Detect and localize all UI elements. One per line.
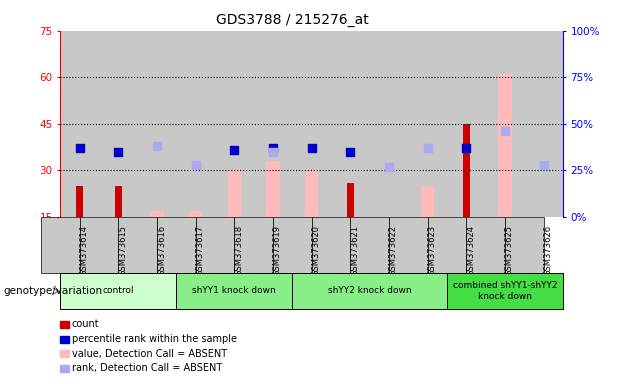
FancyBboxPatch shape (273, 217, 312, 273)
Text: GSM373617: GSM373617 (196, 225, 205, 276)
FancyBboxPatch shape (41, 217, 80, 273)
Text: rank, Detection Call = ABSENT: rank, Detection Call = ABSENT (72, 363, 222, 373)
Text: shYY2 knock down: shYY2 knock down (328, 286, 411, 295)
Bar (228, 170, 241, 217)
Bar (537, 217, 550, 220)
Text: GSM373614: GSM373614 (80, 225, 89, 276)
Text: combined shYY1-shYY2
knock down: combined shYY1-shYY2 knock down (453, 281, 557, 301)
Bar (462, 124, 470, 217)
Bar (138, 31, 176, 217)
Text: GSM373619: GSM373619 (273, 225, 282, 276)
Text: count: count (72, 319, 99, 329)
FancyBboxPatch shape (118, 217, 157, 273)
Text: shYY1 knock down: shYY1 knock down (193, 286, 276, 295)
Bar (447, 31, 485, 217)
Point (113, 149, 123, 155)
Bar (189, 211, 202, 217)
Text: GSM373620: GSM373620 (312, 225, 321, 276)
Bar (485, 31, 524, 217)
Bar (382, 217, 396, 220)
Bar (60, 31, 99, 217)
Point (384, 164, 394, 170)
FancyBboxPatch shape (312, 217, 350, 273)
Bar (305, 170, 319, 217)
Point (74, 145, 85, 151)
Point (307, 145, 317, 151)
FancyBboxPatch shape (80, 217, 118, 273)
FancyBboxPatch shape (427, 217, 466, 273)
Text: value, Detection Call = ABSENT: value, Detection Call = ABSENT (72, 349, 227, 359)
Bar (76, 186, 83, 217)
Point (191, 162, 201, 168)
Bar (254, 31, 293, 217)
FancyBboxPatch shape (447, 273, 563, 309)
FancyBboxPatch shape (176, 273, 293, 309)
Text: GSM373623: GSM373623 (427, 225, 436, 276)
Bar (408, 31, 447, 217)
FancyBboxPatch shape (196, 217, 234, 273)
Text: GSM373624: GSM373624 (466, 225, 475, 276)
Bar (114, 186, 122, 217)
Text: GDS3788 / 215276_at: GDS3788 / 215276_at (216, 13, 369, 27)
FancyBboxPatch shape (60, 273, 176, 309)
Bar (293, 31, 331, 217)
Text: GSM373625: GSM373625 (505, 225, 514, 276)
FancyBboxPatch shape (350, 217, 389, 273)
Bar (150, 211, 164, 217)
Text: GSM373615: GSM373615 (118, 225, 127, 276)
Point (539, 162, 549, 168)
FancyBboxPatch shape (157, 217, 196, 273)
Text: percentile rank within the sample: percentile rank within the sample (72, 334, 237, 344)
FancyBboxPatch shape (293, 273, 447, 309)
Bar (331, 31, 370, 217)
Point (229, 147, 239, 153)
Text: GSM373621: GSM373621 (350, 225, 359, 276)
Bar (421, 186, 434, 217)
FancyBboxPatch shape (505, 217, 544, 273)
Point (461, 145, 471, 151)
Point (268, 149, 278, 155)
Point (500, 128, 510, 134)
Bar (524, 31, 563, 217)
Text: genotype/variation: genotype/variation (3, 286, 102, 296)
Text: GSM373626: GSM373626 (544, 225, 553, 276)
Bar (266, 161, 280, 217)
Bar (176, 31, 215, 217)
Point (345, 149, 356, 155)
Bar (347, 183, 354, 217)
Bar (99, 31, 138, 217)
FancyBboxPatch shape (466, 217, 505, 273)
Bar (215, 31, 254, 217)
Text: GSM373622: GSM373622 (389, 225, 398, 276)
Point (268, 145, 278, 151)
Bar (498, 74, 511, 217)
Point (152, 143, 162, 149)
Bar (370, 31, 408, 217)
Text: control: control (102, 286, 134, 295)
FancyBboxPatch shape (234, 217, 273, 273)
Text: GSM373616: GSM373616 (157, 225, 166, 276)
FancyBboxPatch shape (389, 217, 427, 273)
Point (422, 145, 432, 151)
Text: GSM373618: GSM373618 (234, 225, 244, 276)
